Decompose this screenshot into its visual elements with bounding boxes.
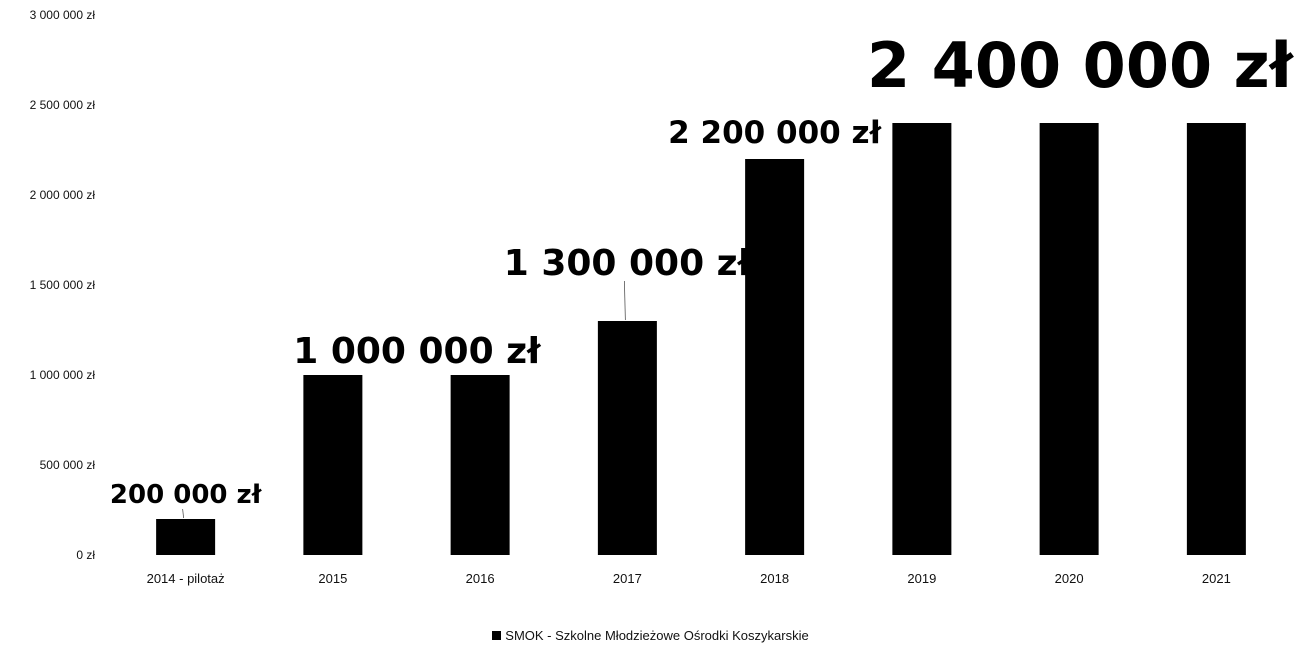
y-tick-label: 3 000 000 zł	[30, 8, 96, 22]
data-labels: 200 000 zł 1 000 000 zł 1 300 000 zł 2 200 …	[110, 29, 1295, 510]
legend: SMOK - Szkolne Młodzieżowe Ośrodki Koszy…	[0, 628, 1301, 643]
bar	[303, 375, 363, 555]
leader-line	[623, 280, 626, 321]
x-tick-label: 2021	[1202, 571, 1231, 586]
x-tick-label: 2018	[760, 571, 789, 586]
y-tick-label: 1 500 000 zł	[30, 278, 96, 292]
x-tick-label: 2020	[1055, 571, 1084, 586]
label-leader-lines	[182, 280, 626, 519]
bar	[892, 123, 952, 555]
bar	[745, 159, 805, 555]
x-tick-label: 2017	[613, 571, 642, 586]
data-label: 2 400 000 zł	[867, 29, 1295, 102]
y-tick-label: 0 zł	[76, 548, 95, 562]
data-label: 1 000 000 zł	[293, 331, 542, 372]
legend-label: SMOK - Szkolne Młodzieżowe Ośrodki Koszy…	[505, 628, 809, 643]
leader-line	[182, 508, 185, 519]
bar	[1039, 123, 1099, 555]
data-label: 200 000 zł	[110, 480, 263, 510]
y-tick-label: 1 000 000 zł	[30, 368, 96, 382]
bars	[156, 123, 1246, 555]
bar	[450, 375, 510, 555]
y-tick-label: 2 500 000 zł	[30, 98, 96, 112]
data-label: 1 300 000 zł	[504, 243, 753, 284]
data-label: 2 200 000 zł	[668, 115, 882, 151]
bar	[1186, 123, 1246, 555]
x-tick-label: 2014 - pilotaż	[147, 571, 225, 586]
y-tick-label: 500 000 zł	[40, 458, 96, 472]
bar	[156, 519, 216, 555]
legend-swatch	[492, 631, 502, 640]
y-tick-label: 2 000 000 zł	[30, 188, 96, 202]
x-tick-label: 2016	[466, 571, 495, 586]
y-axis: 0 zł 500 000 zł 1 000 000 zł 1 500 000 zł 2 …	[30, 8, 96, 562]
x-tick-label: 2015	[318, 571, 347, 586]
x-axis: 2014 - pilotaż 2015 2016 2017 2018 2019 2020 20…	[147, 571, 1231, 586]
bar	[597, 321, 657, 555]
x-tick-label: 2019	[907, 571, 936, 586]
